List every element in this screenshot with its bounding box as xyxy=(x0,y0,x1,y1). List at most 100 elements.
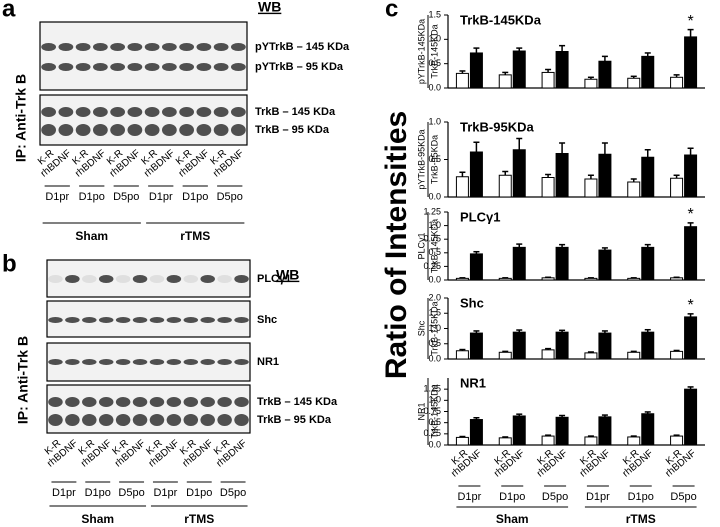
group-label: D1po xyxy=(79,191,105,203)
bar xyxy=(584,352,598,360)
bar xyxy=(584,178,598,198)
blot-band xyxy=(196,124,212,136)
blot-band xyxy=(200,397,215,407)
bar xyxy=(455,436,469,446)
blot-band xyxy=(234,359,249,365)
bar xyxy=(469,419,483,446)
blot-band xyxy=(230,63,246,71)
y-label-denominator: TrkB-145KDa xyxy=(429,384,439,438)
ip-label: IP: Anti-Trk B xyxy=(15,336,31,424)
blot-band xyxy=(98,397,114,407)
blot-band xyxy=(149,397,165,407)
band-label: TrkB – 95 KDa xyxy=(255,124,330,136)
blot-band xyxy=(110,124,126,136)
blot-band xyxy=(183,317,199,323)
blot-band xyxy=(115,414,131,426)
condition-label: rTMS xyxy=(180,229,210,243)
bar xyxy=(512,149,526,198)
y-tick-label: 1.5 xyxy=(428,308,441,318)
bar xyxy=(641,156,655,198)
band-label: Shc xyxy=(257,314,277,326)
blot-band xyxy=(179,107,195,117)
blot-band xyxy=(234,414,249,426)
chart-title: PLCγ1 xyxy=(460,209,500,224)
band-label: TrkB – 95 KDa xyxy=(257,414,332,426)
y-tick-label: 1.0 xyxy=(428,220,441,230)
significance-mark: * xyxy=(687,206,693,223)
bar xyxy=(598,153,612,198)
blot xyxy=(46,342,251,382)
y-tick-label: 0.5 xyxy=(428,247,441,257)
blot-band xyxy=(230,43,246,51)
bar xyxy=(541,277,555,281)
blot-band xyxy=(82,414,97,426)
blot-band xyxy=(115,317,131,323)
significance-mark: * xyxy=(687,13,693,30)
bar xyxy=(641,413,655,446)
bar xyxy=(670,435,684,446)
condition-label: Sham xyxy=(496,512,529,526)
bar xyxy=(498,174,512,198)
condition-label: rTMS xyxy=(626,512,656,526)
bar xyxy=(555,331,569,360)
blot-band xyxy=(98,275,114,283)
y-tick-label: 1.0 xyxy=(428,395,441,405)
bar xyxy=(512,331,526,360)
blot-band xyxy=(217,414,232,426)
blot-band xyxy=(75,63,91,71)
blot-band xyxy=(217,275,232,283)
blot-band xyxy=(166,397,182,407)
blot-band xyxy=(41,63,57,71)
bar xyxy=(555,153,569,198)
bar xyxy=(555,416,569,446)
bar xyxy=(455,277,469,281)
blot-band xyxy=(213,43,229,51)
panel-label: a xyxy=(2,0,16,22)
blot-band xyxy=(41,43,57,51)
blot-band xyxy=(98,359,114,365)
y-tick-label: 0.0 xyxy=(428,82,441,92)
bar xyxy=(555,51,569,89)
blot-band xyxy=(132,397,148,407)
blot-band xyxy=(132,275,148,283)
blot-band xyxy=(149,414,165,426)
blot-band xyxy=(230,107,246,117)
bar xyxy=(584,277,598,281)
y-tick-label: 0.0 xyxy=(428,439,441,449)
y-label-numerator: NR1 xyxy=(416,402,426,420)
y-label-denominator: TrkB-95KDa xyxy=(429,135,439,184)
blot-band xyxy=(48,359,63,365)
blot-band xyxy=(115,397,131,407)
blot-band xyxy=(144,63,160,71)
group-label: D5po xyxy=(220,487,246,499)
blot-band xyxy=(161,63,177,71)
blot-band xyxy=(65,275,80,283)
blot-band xyxy=(234,397,249,407)
blot-band xyxy=(110,43,126,51)
band-label: NR1 xyxy=(257,356,279,368)
y-tick-label: 1.25 xyxy=(423,384,441,394)
blot-band xyxy=(230,124,246,136)
blot-band xyxy=(149,359,165,365)
bar xyxy=(455,350,469,360)
y-tick-label: 0.5 xyxy=(428,154,441,164)
blot-band xyxy=(144,43,160,51)
blot-band xyxy=(127,43,143,51)
blot-band xyxy=(48,275,63,283)
bar xyxy=(627,351,641,360)
group-label: D1pr xyxy=(586,491,610,503)
blot-band xyxy=(200,275,215,283)
blot-band xyxy=(82,397,97,407)
blot-band xyxy=(41,107,57,117)
blot xyxy=(46,300,251,338)
blot-band xyxy=(48,397,63,407)
blot-band xyxy=(132,317,148,323)
bar xyxy=(641,331,655,360)
blot xyxy=(39,21,248,91)
bar xyxy=(469,52,483,89)
panel-label: c xyxy=(385,0,398,22)
band-label: TrkB – 145 KDa xyxy=(255,106,336,118)
chart-title: TrkB-145KDa xyxy=(460,12,542,27)
condition-label: Sham xyxy=(75,229,108,243)
panel-label: b xyxy=(2,250,17,277)
